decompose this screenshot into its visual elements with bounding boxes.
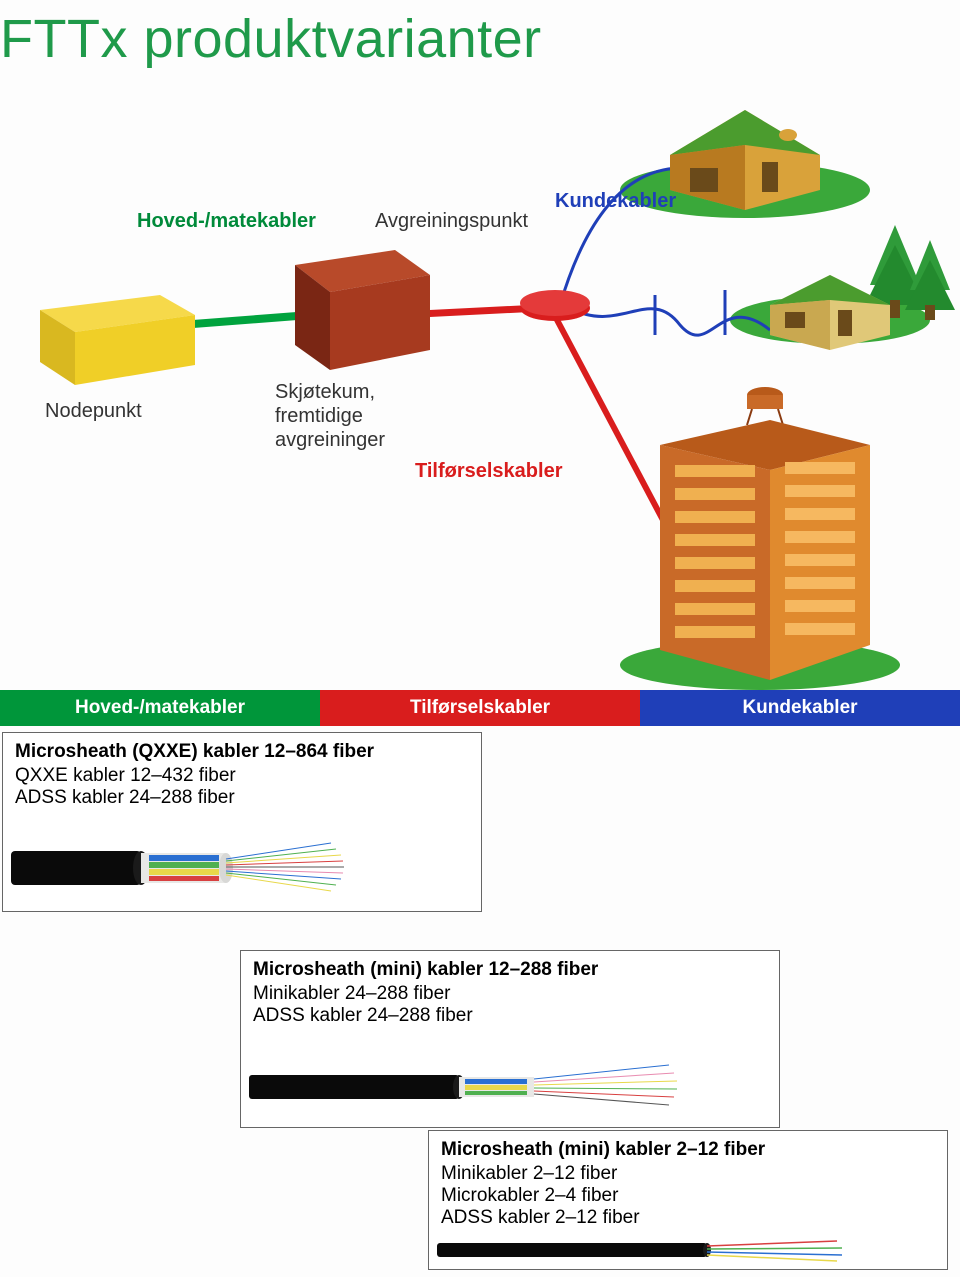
splice-box (295, 250, 430, 370)
cat-hoved: Hoved-/matekabler (0, 690, 320, 726)
cat-tilforsel: Tilførselskabler (320, 690, 640, 726)
house-1 (670, 110, 820, 210)
diagram-svg (0, 90, 960, 690)
box2-title: Microsheath (mini) kabler 12–288 fiber (253, 959, 767, 981)
label-avgreining: Avgreiningspunkt (375, 210, 528, 233)
box3-line-0: Minikabler 2–12 fiber (441, 1163, 935, 1185)
box1-line-1: ADSS kabler 24–288 fiber (15, 787, 469, 809)
page-title: FTTx produktvarianter (0, 8, 542, 70)
feeder-line (180, 315, 310, 325)
box3-line-1: Microkabler 2–4 fiber (441, 1185, 935, 1207)
label-skjote-l2: fremtidige (275, 404, 385, 428)
box3-title: Microsheath (mini) kabler 2–12 fiber (441, 1139, 935, 1161)
box2-line-1: ADSS kabler 24–288 fiber (253, 1005, 767, 1027)
house-2 (770, 275, 890, 350)
category-bar: Hoved-/matekabler Tilførselskabler Kunde… (0, 690, 960, 726)
info-box-2: Microsheath (mini) kabler 12–288 fiber M… (240, 950, 780, 1128)
info-box-3: Microsheath (mini) kabler 2–12 fiber Min… (428, 1130, 948, 1270)
cat-kunde: Kundekabler (640, 690, 960, 726)
label-tilforsel: Tilførselskabler (415, 460, 562, 483)
label-node: Nodepunkt (45, 400, 142, 423)
network-diagram: Hoved-/matekabler Avgreiningspunkt Kunde… (0, 90, 960, 690)
box1-title: Microsheath (QXXE) kabler 12–864 fiber (15, 741, 469, 763)
label-skjote-l3: avgreininger (275, 428, 385, 452)
node-box (40, 295, 195, 385)
info-box-1: Microsheath (QXXE) kabler 12–864 fiber Q… (2, 732, 482, 912)
cable-1-illustration (11, 825, 471, 905)
label-hoved-mate: Hoved-/matekabler (137, 210, 316, 233)
building (660, 387, 870, 680)
box1-line-0: QXXE kabler 12–432 fiber (15, 765, 469, 787)
label-skjote: Skjøtekum, fremtidige avgreininger (275, 380, 385, 452)
label-kunde: Kundekabler (555, 190, 676, 213)
box2-line-0: Minikabler 24–288 fiber (253, 983, 767, 1005)
box3-line-2: ADSS kabler 2–12 fiber (441, 1207, 935, 1229)
label-skjote-l1: Skjøtekum, (275, 380, 385, 404)
hub-disc-top (520, 290, 590, 316)
cable-3-illustration (437, 1231, 937, 1267)
cable-2-illustration (249, 1049, 769, 1121)
